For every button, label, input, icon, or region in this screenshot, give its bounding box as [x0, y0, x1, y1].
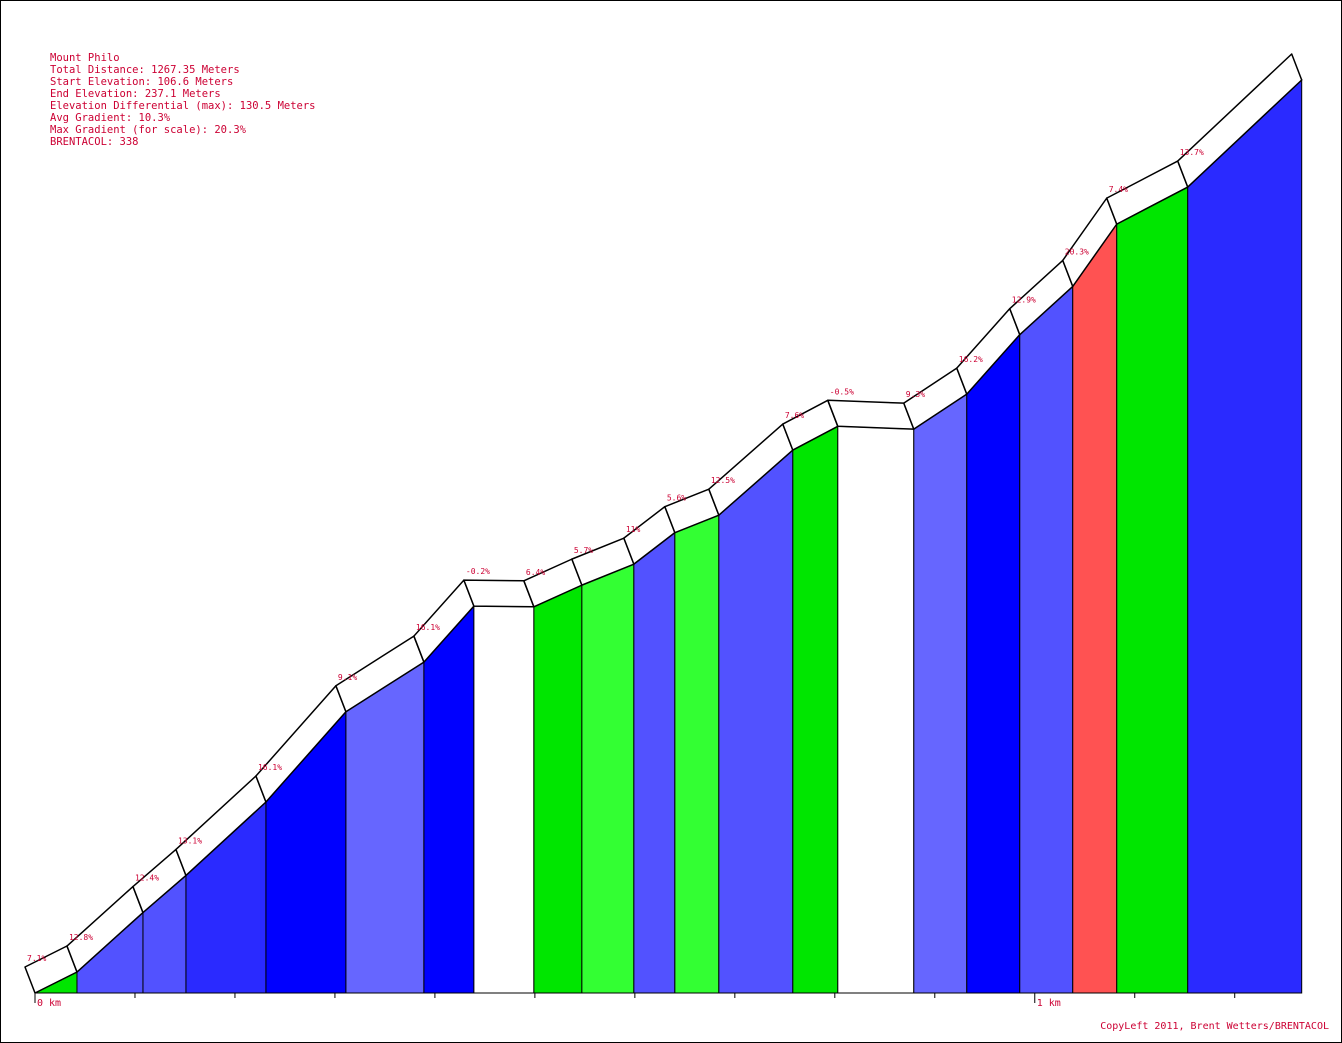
start-elevation: Start Elevation: 106.6 Meters	[50, 76, 233, 88]
segment-bar-12	[674, 514, 720, 994]
segment-ribbon-21	[1176, 53, 1303, 188]
segment-bar-20	[1116, 186, 1189, 994]
gradient-label-17: 16.2%	[959, 355, 983, 364]
segment-bar-14	[792, 425, 839, 994]
x-axis: 0 km 1 km	[34, 992, 1302, 1009]
info-block: Mount Philo Total Distance: 1267.35 Mete…	[50, 52, 316, 148]
segment-bar-17	[966, 333, 1021, 994]
gradient-label-13: 12.5%	[711, 476, 735, 485]
segment-bar-18	[1019, 285, 1074, 994]
segment-bar-8	[473, 605, 535, 994]
segment-bar-16	[913, 393, 968, 994]
gradient-label-15: -0.5%	[830, 387, 854, 396]
x-tick-label-1: 0 km	[37, 998, 61, 1009]
gradient-label-21: 13.7%	[1180, 148, 1204, 157]
gradient-label-5: 16.1%	[258, 763, 282, 772]
elevation-differential: Elevation Differential (max): 130.5 Mete…	[50, 100, 316, 112]
gradient-label-3: 12.4%	[135, 874, 159, 883]
avg-gradient: Avg Gradient: 10.3%	[50, 112, 171, 124]
gradient-label-14: 7.6%	[785, 411, 804, 420]
total-distance: Total Distance: 1267.35 Meters	[50, 64, 240, 76]
max-gradient: Max Gradient (for scale): 20.3%	[50, 124, 247, 136]
gradient-label-16: 9.3%	[906, 390, 925, 399]
segment-bar-9	[533, 584, 583, 994]
gradient-label-20: 7.4%	[1109, 185, 1128, 194]
segment-bar-19	[1072, 222, 1118, 994]
route-title: Mount Philo	[50, 52, 120, 64]
segment-bar-13	[718, 448, 794, 994]
brentacol-score: BRENTACOL: 338	[50, 136, 139, 148]
gradient-label-1: 7.1%	[27, 954, 46, 963]
end-elevation: End Elevation: 237.1 Meters	[50, 88, 221, 100]
segment-bar-21	[1187, 78, 1303, 994]
gradient-label-6: 9.1%	[338, 673, 357, 682]
segment-bar-7	[423, 604, 475, 994]
segment-bar-15	[837, 425, 915, 994]
x-axis-ticks: 0 km 1 km	[34, 993, 1236, 1009]
segment-ribbon-15	[827, 399, 915, 430]
gradient-label-9: 6.4%	[526, 568, 545, 577]
gradient-label-11: 11%	[626, 525, 641, 534]
gradient-label-4: 13.1%	[178, 836, 202, 845]
x-tick-label-2: 1 km	[1037, 998, 1061, 1009]
gradient-label-18: 12.9%	[1012, 296, 1036, 305]
segments-layer	[34, 78, 1303, 994]
ribbon-layer	[24, 53, 1303, 994]
copyright-notice: CopyLeft 2011, Brent Wetters/BRENTACOL	[1100, 1021, 1329, 1032]
gradient-label-12: 5.6%	[667, 494, 686, 503]
gradient-label-8: -0.2%	[466, 567, 490, 576]
segment-bar-6	[345, 661, 425, 994]
segment-ribbon-8	[463, 579, 535, 608]
gradient-label-7: 16.1%	[416, 623, 440, 632]
segment-bar-11	[633, 531, 676, 994]
gradient-label-19: 20.3%	[1065, 247, 1089, 256]
gradient-label-2: 12.8%	[69, 933, 93, 942]
gradient-labels-layer: 7.1% 12.8% 12.4% 13.1% 16.1% 9.1% 16.1% -0.2% 6.…	[27, 148, 1204, 963]
gradient-label-10: 5.7%	[574, 546, 593, 555]
segment-bar-10	[581, 563, 635, 994]
